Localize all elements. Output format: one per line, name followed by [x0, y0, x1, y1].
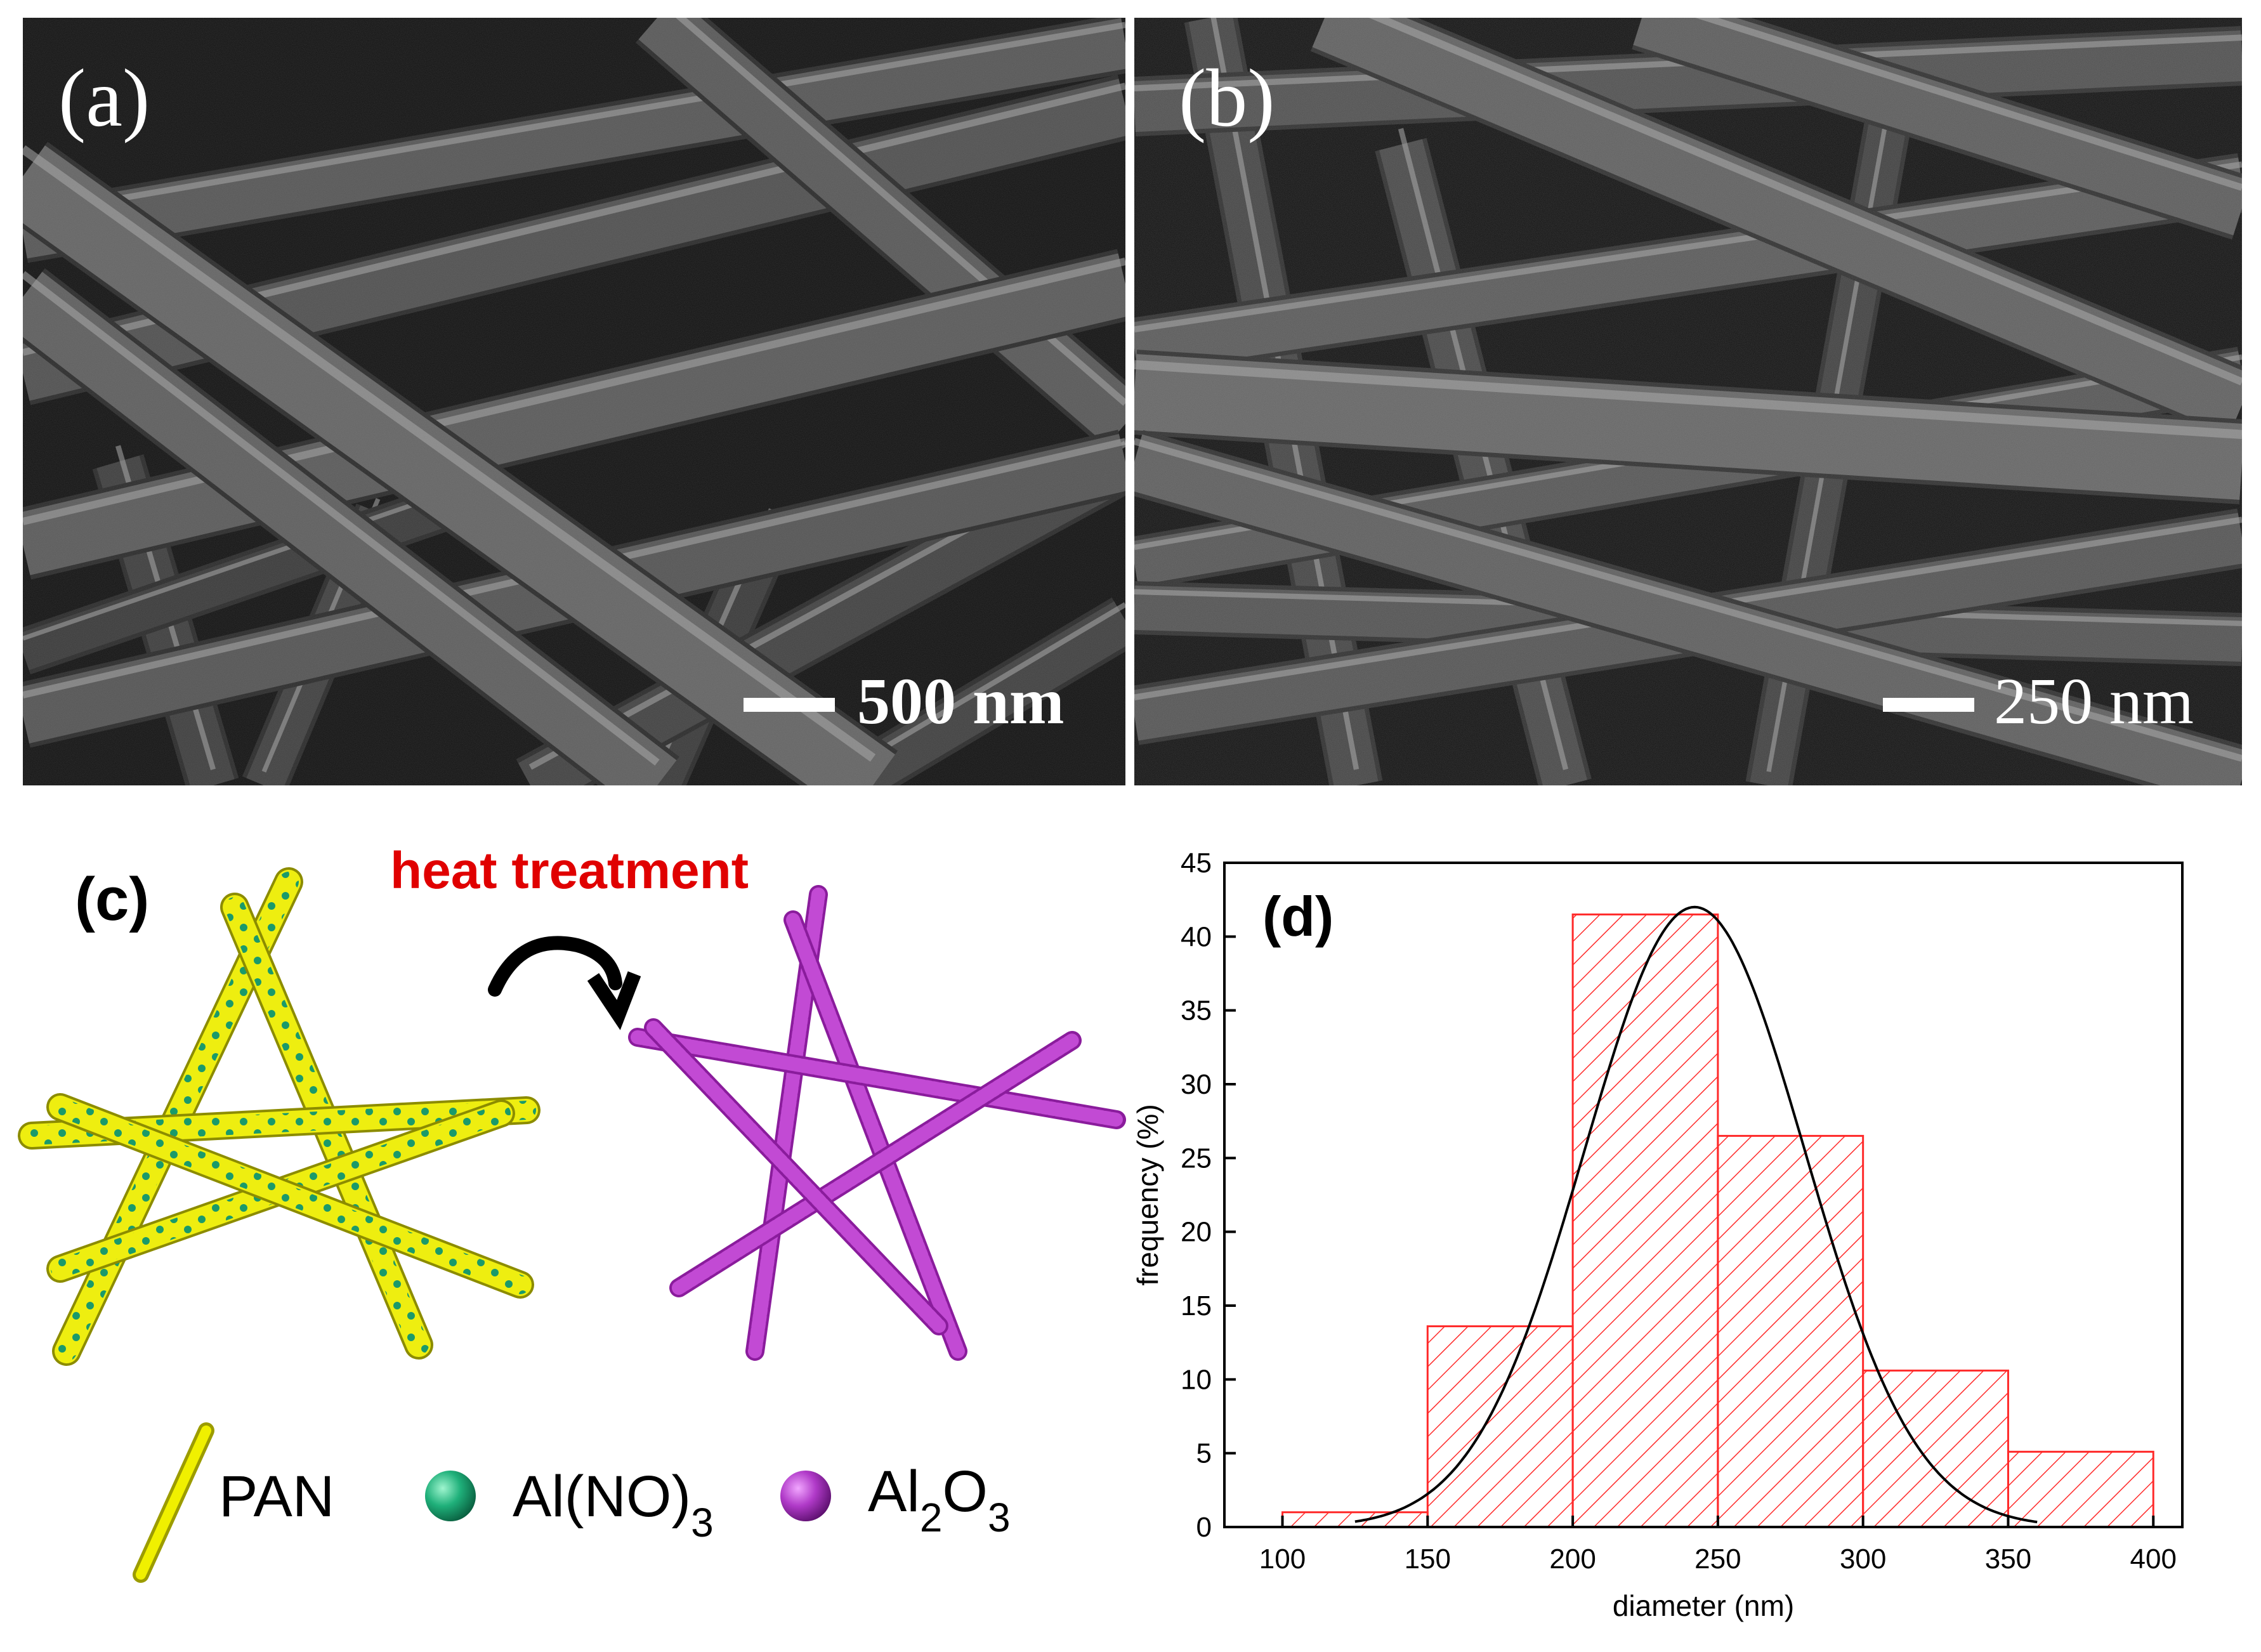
panel-label-b: (b)	[1179, 53, 1275, 144]
pan-fiber-network	[18, 867, 541, 1366]
scale-bar-a	[744, 698, 835, 712]
pan-fiber	[46, 1093, 534, 1299]
x-tick-label: 200	[1549, 1544, 1596, 1575]
histogram-panel-d: 100 150 200 250 300 350 400 0 5 10 15 20 25 30 35 40 45 …	[1129, 825, 2261, 1649]
x-tick-label: 300	[1840, 1544, 1886, 1575]
sem-image-b: (b) 250 nm	[1125, 0, 2257, 811]
histogram-bar	[1426, 1325, 1574, 1528]
al2o3-fiber	[669, 1031, 1082, 1297]
x-tick-label: 150	[1405, 1544, 1451, 1575]
schematic-drawing-c: (c) heat treatment PAN Al(NO)3 Al2O3	[18, 842, 1126, 1583]
y-tick-label: 20	[1181, 1217, 1212, 1248]
legend-label-al-nitrate: Al(NO)3	[513, 1464, 714, 1545]
sem-image-b-drawing: (b) 250 nm	[1125, 0, 2257, 811]
y-tick-label: 25	[1181, 1143, 1212, 1174]
scale-bar-label-a: 500 nm	[857, 665, 1064, 738]
legend-pan-rod-icon	[133, 1422, 214, 1583]
histogram-bar	[2007, 1450, 2154, 1528]
y-tick-label: 45	[1181, 848, 1212, 879]
x-tick-label: 250	[1694, 1544, 1741, 1575]
histogram-bar	[1862, 1369, 2009, 1528]
plot-frame	[1223, 862, 2184, 1528]
y-tick-label: 40	[1181, 921, 1212, 952]
heat-treatment-label: heat treatment	[390, 842, 749, 900]
sem-image-a: (a) 500 nm	[0, 0, 1148, 820]
sem-image-a-drawing: (a) 500 nm	[0, 0, 1148, 820]
histogram-bar	[1571, 913, 1719, 1528]
y-tick-label: 30	[1181, 1069, 1212, 1100]
x-tick-label: 400	[2130, 1544, 2177, 1575]
x-axis-label: diameter (nm)	[1613, 1589, 1794, 1622]
legend-al-nitrate-sphere-icon	[425, 1471, 476, 1521]
y-tick-label: 5	[1196, 1438, 1212, 1469]
histogram-bar	[1717, 1134, 1865, 1528]
panel-label-d: (d)	[1262, 885, 1334, 948]
schematic-panel-c: (c) heat treatment PAN Al(NO)3 Al2O3	[0, 825, 1129, 1649]
y-tick-label: 35	[1181, 995, 1212, 1026]
histogram-chart: 100 150 200 250 300 350 400051015202530354045 …	[1131, 848, 2184, 1622]
legend: PAN Al(NO)3 Al2O3	[133, 1422, 1011, 1583]
legend-al2o3-sphere-icon	[780, 1471, 831, 1521]
al2o3-fiber-network	[628, 885, 1126, 1361]
panel-label-a: (a)	[58, 53, 150, 144]
legend-label-al2o3: Al2O3	[868, 1459, 1011, 1540]
histogram-bar	[1281, 1511, 1429, 1528]
x-tick-label: 100	[1259, 1544, 1306, 1575]
y-tick-label: 10	[1181, 1364, 1212, 1395]
gaussian-fit-curve	[1354, 905, 2038, 1524]
al2o3-fiber	[644, 1018, 948, 1335]
scale-bar-b	[1883, 698, 1974, 712]
legend-label-pan: PAN	[219, 1464, 334, 1529]
scale-bar-label-b: 250 nm	[1994, 665, 2194, 738]
al2o3-fiber	[783, 910, 967, 1361]
y-tick-label: 15	[1181, 1290, 1212, 1321]
y-tick-label: 0	[1196, 1512, 1212, 1543]
panel-label-c: (c)	[75, 865, 149, 933]
curved-arrow-icon	[488, 936, 641, 1030]
x-tick-label: 350	[1985, 1544, 2031, 1575]
al2o3-fiber	[628, 1028, 1126, 1129]
y-axis-label: frequency (%)	[1131, 1104, 1164, 1285]
